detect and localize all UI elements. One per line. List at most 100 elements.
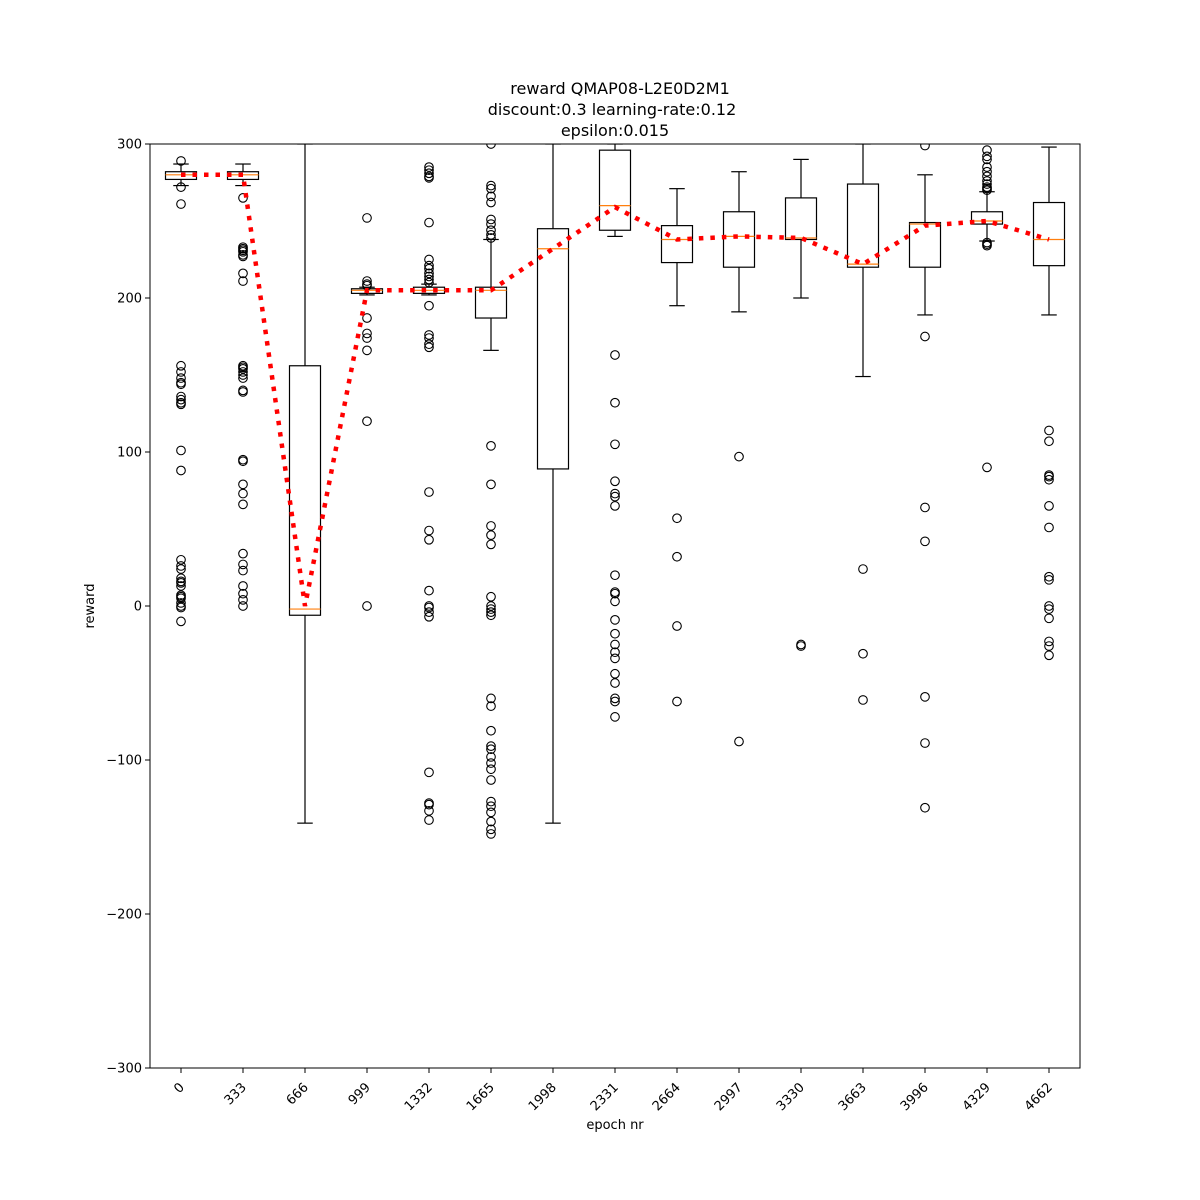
outlier-point [238, 559, 248, 570]
outlier-point [424, 611, 434, 622]
outlier-point [982, 240, 992, 251]
outlier-point [176, 182, 186, 192]
outlier-point [1044, 436, 1054, 447]
outlier-point [424, 217, 434, 228]
outlier-point [486, 601, 496, 611]
outlier-point [982, 462, 992, 473]
outlier-point [610, 696, 620, 707]
outlier-point [486, 701, 496, 711]
outlier-point [610, 350, 620, 360]
outlier-point [982, 179, 992, 189]
outlier-point [858, 648, 868, 659]
outlier-point [486, 230, 496, 240]
outlier-point [424, 165, 434, 176]
outlier-point [176, 394, 186, 405]
outlier-point [734, 451, 744, 462]
outlier-point [176, 564, 186, 574]
box-iqr [660, 225, 694, 264]
outlier-point [486, 607, 496, 618]
outlier-point [610, 615, 620, 625]
outlier-point [486, 801, 496, 812]
outlier-point [486, 752, 496, 762]
outlier-point [610, 678, 620, 688]
outlier-point [1044, 522, 1054, 533]
outlier-point [176, 593, 186, 604]
outlier-point [176, 578, 186, 588]
y-tick-label: 300 [117, 138, 142, 153]
box-iqr [598, 149, 632, 231]
outlier-point [610, 639, 620, 650]
outlier-point [424, 805, 434, 816]
outlier-point [176, 391, 186, 402]
box-iqr [474, 286, 508, 319]
outlier-point [424, 339, 434, 350]
outlier-point [176, 367, 186, 377]
outlier-point [238, 601, 248, 611]
outlier-point [672, 513, 682, 524]
outlier-point [238, 363, 248, 374]
y-tick-label: 0 [134, 600, 142, 615]
outlier-point [610, 570, 620, 581]
outlier-point [424, 162, 434, 172]
y-tick-label: 200 [117, 292, 142, 307]
box-iqr [784, 197, 818, 241]
outlier-point [176, 360, 186, 371]
outlier-point [176, 373, 186, 383]
y-tick-label: −200 [106, 908, 142, 923]
outlier-point [424, 274, 434, 285]
outlier-point [982, 162, 992, 172]
x-axis-label: epoch nr [586, 1118, 644, 1133]
outlier-point [486, 725, 496, 736]
outlier-point [486, 530, 496, 541]
outlier-point [424, 271, 434, 282]
outlier-point [610, 491, 620, 502]
outlier-point [176, 581, 186, 591]
outlier-point [424, 525, 434, 536]
outlier-point [238, 488, 248, 499]
outlier-point [424, 607, 434, 618]
outlier-point [672, 696, 682, 707]
outlier-point [238, 588, 248, 599]
outlier-point [610, 501, 620, 511]
outlier-point [1044, 571, 1054, 582]
outlier-point [176, 465, 186, 476]
outlier-point [424, 173, 434, 183]
chart-title-line-3: epsilon:0.015 [561, 121, 669, 140]
outlier-point [176, 602, 186, 613]
outlier-point [424, 263, 434, 274]
outlier-point [486, 796, 496, 807]
outlier-point [920, 502, 930, 513]
outlier-point [982, 151, 992, 162]
outlier-point [238, 456, 248, 467]
outlier-point [858, 564, 868, 574]
outlier-point [1044, 471, 1054, 482]
outlier-point [734, 736, 744, 747]
outlier-point [610, 488, 620, 499]
outlier-point [1044, 636, 1054, 647]
outlier-point [486, 225, 496, 236]
outlier-point [1044, 604, 1054, 614]
outlier-point [238, 548, 248, 559]
outlier-point [982, 185, 992, 196]
outlier-point [424, 268, 434, 279]
outlier-point [362, 416, 372, 427]
outlier-point [1044, 474, 1054, 485]
outlier-point [610, 439, 620, 450]
box-iqr [970, 211, 1004, 225]
box-iqr [722, 211, 756, 268]
outlier-point [610, 476, 620, 487]
outlier-point [982, 154, 992, 165]
outlier-point [486, 610, 496, 621]
box-iqr [846, 183, 880, 268]
outlier-point [238, 594, 248, 605]
outlier-point [610, 397, 620, 408]
outlier-point [362, 345, 372, 356]
outlier-point [486, 539, 496, 550]
outlier-point [362, 276, 372, 286]
outlier-point [982, 176, 992, 186]
outlier-point [1044, 613, 1054, 624]
outlier-point [362, 333, 372, 343]
outlier-point [238, 276, 248, 286]
outlier-point [424, 487, 434, 497]
